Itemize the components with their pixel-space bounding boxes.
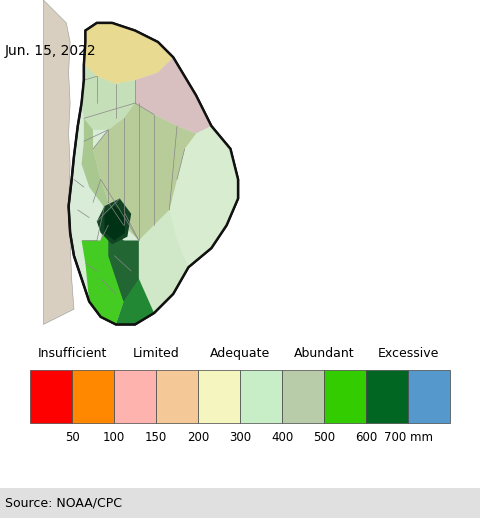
Polygon shape [169,126,238,267]
FancyBboxPatch shape [240,370,282,423]
Text: 200: 200 [187,431,209,444]
Polygon shape [135,57,211,134]
FancyBboxPatch shape [114,370,156,423]
FancyBboxPatch shape [282,370,324,423]
Text: 400: 400 [271,431,293,444]
FancyBboxPatch shape [366,370,408,423]
FancyBboxPatch shape [0,488,480,518]
FancyBboxPatch shape [72,370,114,423]
Polygon shape [139,210,189,313]
Text: Source: NOAA/CPC: Source: NOAA/CPC [5,496,122,510]
Text: Abundant: Abundant [294,347,354,360]
Polygon shape [105,206,125,240]
Text: 500: 500 [313,431,335,444]
FancyBboxPatch shape [198,370,240,423]
Polygon shape [84,23,173,84]
Text: 100: 100 [103,431,125,444]
FancyBboxPatch shape [324,370,366,423]
Polygon shape [101,240,154,324]
Text: Excessive: Excessive [377,347,439,360]
Text: Limited: Limited [132,347,180,360]
Text: Jun. 15, 2022: Jun. 15, 2022 [5,44,96,58]
FancyBboxPatch shape [408,370,450,423]
Polygon shape [82,65,135,130]
Polygon shape [43,0,74,324]
Polygon shape [69,23,238,324]
Polygon shape [74,118,116,267]
Text: Adequate: Adequate [210,347,270,360]
Polygon shape [93,103,196,240]
FancyBboxPatch shape [30,370,72,423]
FancyBboxPatch shape [156,370,198,423]
Text: 300: 300 [229,431,251,444]
Polygon shape [97,198,131,244]
Polygon shape [108,225,139,301]
Text: 150: 150 [145,431,167,444]
Text: 600: 600 [355,431,377,444]
Polygon shape [82,225,131,324]
Text: 700 mm: 700 mm [384,431,432,444]
Text: Insufficient: Insufficient [37,347,107,360]
Text: 50: 50 [65,431,79,444]
